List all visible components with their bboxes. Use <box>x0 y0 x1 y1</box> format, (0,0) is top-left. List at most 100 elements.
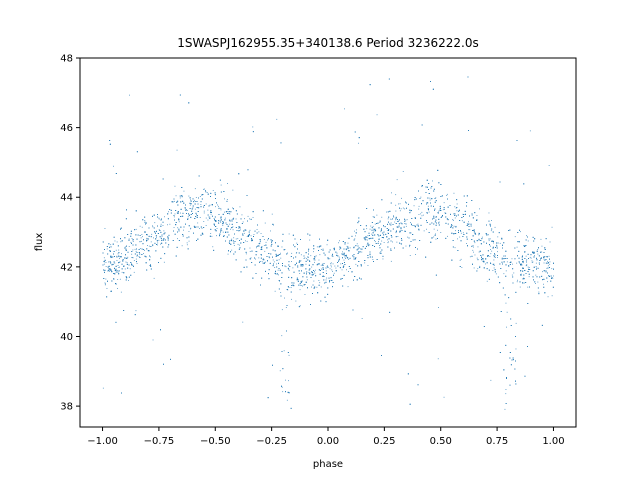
data-point <box>455 233 457 234</box>
data-point <box>383 225 384 227</box>
data-point <box>497 242 499 244</box>
data-point <box>387 223 388 225</box>
data-point <box>363 228 365 230</box>
data-point <box>329 280 331 281</box>
data-point <box>196 207 198 208</box>
data-point <box>432 180 433 182</box>
data-point <box>225 211 227 213</box>
data-point <box>170 209 172 211</box>
data-point <box>446 195 448 196</box>
data-point <box>196 215 198 217</box>
data-point <box>267 239 268 241</box>
data-point <box>222 221 224 222</box>
data-point <box>365 236 367 237</box>
data-point <box>126 263 128 265</box>
data-point <box>218 205 219 207</box>
data-point <box>428 183 430 184</box>
data-point <box>461 267 463 268</box>
data-point <box>430 205 432 207</box>
data-point <box>366 237 368 238</box>
data-point <box>182 215 184 217</box>
data-point <box>486 234 488 236</box>
data-point <box>146 237 148 239</box>
data-point <box>543 286 545 288</box>
data-point <box>205 225 207 226</box>
data-point <box>452 227 454 229</box>
data-point <box>511 359 513 361</box>
data-point <box>125 279 127 281</box>
data-point <box>102 264 104 266</box>
data-point <box>515 348 517 350</box>
data-point <box>133 265 134 267</box>
data-point <box>533 253 535 254</box>
data-point <box>288 354 290 356</box>
data-point <box>248 236 249 237</box>
data-point <box>319 245 321 247</box>
data-point <box>400 243 402 245</box>
data-point <box>476 257 478 259</box>
data-point <box>421 215 423 217</box>
data-point <box>234 251 236 253</box>
data-point <box>547 260 548 262</box>
data-point <box>201 227 203 229</box>
data-point <box>252 131 254 133</box>
data-point <box>250 257 252 259</box>
data-point <box>476 240 478 242</box>
data-point <box>108 271 110 272</box>
data-point <box>420 196 422 198</box>
data-point <box>215 220 216 221</box>
data-point <box>135 210 137 212</box>
data-point <box>128 276 130 278</box>
data-point <box>298 252 300 254</box>
data-point <box>466 223 468 225</box>
data-point <box>355 257 357 259</box>
data-point <box>415 254 416 255</box>
data-point <box>238 226 240 227</box>
data-point <box>400 222 402 224</box>
data-point <box>235 238 237 240</box>
data-point <box>489 238 491 240</box>
data-point <box>111 256 113 258</box>
data-point <box>155 250 157 252</box>
data-point <box>485 263 486 265</box>
data-point <box>481 236 483 238</box>
data-point <box>288 261 290 263</box>
data-point <box>203 210 205 212</box>
data-point <box>231 219 233 221</box>
data-point <box>144 249 145 251</box>
data-point <box>325 267 327 269</box>
data-point <box>128 264 130 266</box>
data-point <box>488 278 490 280</box>
data-point <box>115 283 117 285</box>
data-point <box>432 218 433 220</box>
data-point <box>177 231 178 233</box>
data-point <box>490 253 492 255</box>
data-point <box>128 280 129 281</box>
data-point <box>409 244 411 246</box>
data-point <box>274 290 276 292</box>
data-point <box>185 209 187 211</box>
data-point <box>505 403 507 404</box>
data-point <box>312 264 314 266</box>
data-point <box>152 244 154 246</box>
data-point <box>219 220 221 222</box>
data-point <box>464 210 466 212</box>
data-point <box>212 190 214 191</box>
data-point <box>327 293 329 295</box>
data-point <box>225 240 226 242</box>
data-point <box>296 279 298 281</box>
data-point <box>130 241 132 243</box>
data-point <box>269 262 271 264</box>
data-point <box>107 266 109 268</box>
data-point <box>284 297 285 299</box>
data-point <box>469 229 471 231</box>
data-point <box>426 186 428 188</box>
data-point <box>361 251 363 253</box>
data-point <box>260 284 261 286</box>
data-point <box>118 255 120 257</box>
data-point <box>235 227 237 228</box>
data-point <box>410 222 411 223</box>
data-point <box>252 126 254 128</box>
data-point <box>271 213 273 215</box>
data-point <box>132 257 134 259</box>
